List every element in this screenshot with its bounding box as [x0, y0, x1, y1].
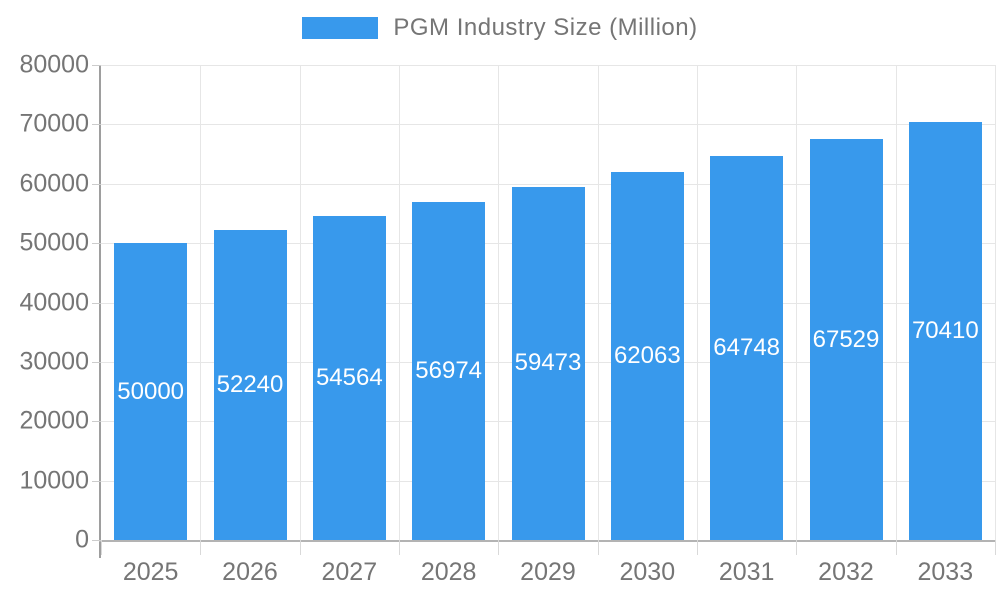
x-axis-tick [200, 540, 202, 555]
y-axis-tick [92, 421, 101, 423]
bar-2032: 67529 [809, 139, 883, 540]
x-axis-tick-label: 2033 [917, 558, 974, 586]
x-axis-tick [597, 540, 599, 555]
y-axis-tick-label: 60000 [19, 169, 89, 198]
y-axis-tick-label: 10000 [19, 466, 89, 495]
x-axis-tick [796, 540, 798, 555]
gridline-vertical [399, 65, 400, 540]
bar-2033: 70410 [908, 121, 982, 540]
x-axis-tick-label: 2026 [222, 558, 278, 586]
gridline-vertical [895, 65, 897, 540]
y-axis-tick-label: 50000 [19, 228, 89, 257]
x-axis-tick-label: 2030 [619, 558, 676, 586]
gridline-horizontal [101, 65, 995, 66]
gridline-vertical [697, 65, 698, 540]
bar-value-label: 54564 [315, 364, 383, 392]
bar-value-label: 59473 [514, 349, 582, 377]
x-axis-line [99, 540, 995, 542]
bar-value-label: 50000 [117, 377, 185, 405]
legend[interactable]: PGM Industry Size (Million) [0, 14, 1000, 42]
x-axis-tick [399, 540, 400, 555]
y-axis-tick [92, 243, 101, 245]
gridline-horizontal [101, 124, 995, 126]
x-axis-tick [498, 540, 500, 555]
y-axis-tick-label: 40000 [19, 288, 89, 316]
gridline-vertical [299, 65, 301, 540]
bar-2027: 54564 [312, 216, 386, 540]
bar-value-label: 62063 [613, 341, 681, 369]
y-axis-line [99, 65, 101, 558]
plot-area: 50000 52240 54564 56974 59473 62063 64748 67529… [92, 65, 996, 558]
x-axis-tick-label: 2032 [818, 558, 874, 586]
x-axis-tick-label: 2031 [718, 558, 775, 586]
y-axis-tick [92, 540, 101, 541]
y-axis-tick [92, 183, 101, 185]
y-axis-tick [92, 302, 101, 304]
x-axis-tick-label: 2029 [520, 558, 576, 586]
bar-value-label: 52240 [216, 370, 284, 398]
y-axis-tick-label: 70000 [19, 109, 89, 138]
gridline-vertical [498, 65, 500, 540]
x-axis-tick-label: 2028 [420, 558, 477, 586]
x-axis-tick-label: 2025 [122, 558, 179, 586]
gridline-vertical [995, 65, 996, 540]
bar-value-label: 64748 [713, 333, 781, 361]
bar-2026: 52240 [213, 229, 287, 540]
y-axis-tick-label: 20000 [19, 406, 89, 435]
y-axis-tick [92, 124, 101, 126]
gridline-vertical [796, 65, 798, 540]
bar-value-label: 67529 [812, 325, 880, 353]
y-axis-tick [92, 65, 101, 66]
bar-value-label: 70410 [911, 316, 979, 344]
x-axis-tick-label: 2027 [321, 558, 378, 586]
x-axis-tick [697, 540, 698, 555]
x-axis-tick [299, 540, 301, 555]
x-axis-tick [101, 540, 102, 555]
bar-2028: 56974 [412, 201, 486, 540]
gridline-horizontal [101, 183, 995, 185]
bar-value-label: 56974 [415, 356, 483, 384]
gridline-vertical [597, 65, 599, 540]
y-axis-tick-label: 80000 [19, 50, 89, 79]
x-axis-tick [995, 540, 996, 555]
y-axis-tick [92, 361, 101, 363]
y-axis-tick-label: 30000 [19, 347, 89, 376]
bar-2030: 62063 [610, 171, 684, 540]
y-axis-tick [92, 480, 101, 482]
legend-label: PGM Industry Size (Million) [393, 14, 698, 41]
legend-swatch [302, 17, 379, 39]
bar-2031: 64748 [710, 155, 784, 540]
bar-2025: 50000 [114, 243, 188, 540]
x-axis-tick [895, 540, 897, 555]
bar-2029: 59473 [511, 186, 585, 540]
gridline-vertical [200, 65, 202, 540]
y-axis-tick-label: 0 [75, 525, 89, 554]
